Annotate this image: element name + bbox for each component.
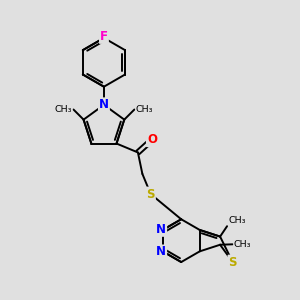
- Text: N: N: [99, 98, 109, 111]
- Text: N: N: [156, 245, 166, 258]
- Text: CH₃: CH₃: [228, 216, 246, 225]
- Text: S: S: [146, 188, 155, 201]
- Text: O: O: [147, 133, 157, 146]
- Text: S: S: [228, 256, 237, 268]
- Text: CH₃: CH₃: [234, 240, 251, 249]
- Text: F: F: [100, 30, 108, 43]
- Text: N: N: [156, 223, 166, 236]
- Text: CH₃: CH₃: [136, 105, 153, 114]
- Text: CH₃: CH₃: [55, 105, 72, 114]
